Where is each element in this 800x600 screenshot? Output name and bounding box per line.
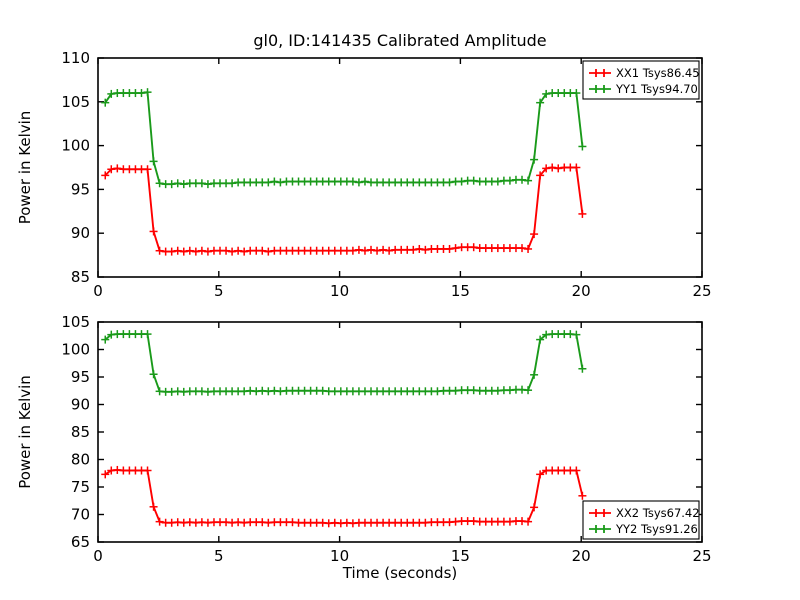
legend-top: XX1 Tsys86.45 YY1 Tsys94.70 bbox=[582, 60, 700, 100]
legend-bottom: XX2 Tsys67.42 YY2 Tsys91.26 bbox=[582, 500, 700, 540]
y-tick-label: 95 bbox=[71, 180, 90, 198]
series-markers-0 bbox=[101, 163, 587, 256]
x-tick-label: 15 bbox=[451, 282, 470, 300]
y-tick-label: 75 bbox=[71, 478, 90, 496]
y-tick-label: 110 bbox=[61, 49, 90, 67]
legend-label: YY2 Tsys91.26 bbox=[615, 522, 698, 536]
x-tick-label: 10 bbox=[330, 282, 349, 300]
y-tick-label: 100 bbox=[61, 137, 90, 155]
plot-frame bbox=[97, 57, 703, 278]
panel-top: 0 5 10 15 20 25 85 90 95 100 105 110 Power in Kelvin… bbox=[16, 49, 712, 300]
x-tick-label: 25 bbox=[692, 282, 711, 300]
figure-title: gl0, ID:141435 Calibrated Amplitude bbox=[253, 31, 546, 50]
y-tick-label: 90 bbox=[71, 396, 90, 414]
x-axis-label: Time (seconds) bbox=[342, 564, 458, 582]
y-tick-label: 100 bbox=[61, 341, 90, 359]
x-tick-label: 5 bbox=[214, 547, 224, 565]
y-axis-label: Power in Kelvin bbox=[16, 375, 34, 489]
series-line-1 bbox=[104, 333, 584, 393]
legend-label: XX2 Tsys67.42 bbox=[616, 506, 700, 520]
y-tick-label: 105 bbox=[61, 313, 90, 331]
legend-box bbox=[582, 60, 700, 100]
x-tick-label: 25 bbox=[692, 547, 711, 565]
y-tick-label: 105 bbox=[61, 93, 90, 111]
y-tick-label: 70 bbox=[71, 506, 90, 524]
y-axis-label: Power in Kelvin bbox=[16, 111, 34, 225]
series-line-0 bbox=[104, 469, 584, 525]
y-tick-label: 85 bbox=[71, 268, 90, 286]
x-tick-label: 0 bbox=[93, 547, 103, 565]
series-markers-1 bbox=[101, 330, 587, 396]
x-tick-label: 10 bbox=[330, 547, 349, 565]
legend-label: XX1 Tsys86.45 bbox=[616, 66, 700, 80]
series-markers-1 bbox=[101, 88, 587, 189]
y-tick-label: 85 bbox=[71, 423, 90, 441]
x-tick-label: 20 bbox=[572, 282, 591, 300]
y-tick-label: 65 bbox=[71, 533, 90, 551]
series-markers-0 bbox=[101, 465, 587, 528]
panel-bottom: 0 5 10 15 20 25 65 70 75 80 85 90 95 100 105 Power in K… bbox=[16, 313, 712, 565]
y-tick-label: 90 bbox=[71, 224, 90, 242]
x-tick-label: 5 bbox=[214, 282, 224, 300]
legend-box bbox=[582, 500, 700, 540]
x-tick-label: 15 bbox=[451, 547, 470, 565]
legend-label: YY1 Tsys94.70 bbox=[615, 82, 698, 96]
x-tick-label: 20 bbox=[572, 547, 591, 565]
series-line-1 bbox=[104, 91, 584, 186]
y-tick-label: 95 bbox=[71, 368, 90, 386]
y-tick-label: 80 bbox=[71, 451, 90, 469]
x-tick-label: 0 bbox=[93, 282, 103, 300]
